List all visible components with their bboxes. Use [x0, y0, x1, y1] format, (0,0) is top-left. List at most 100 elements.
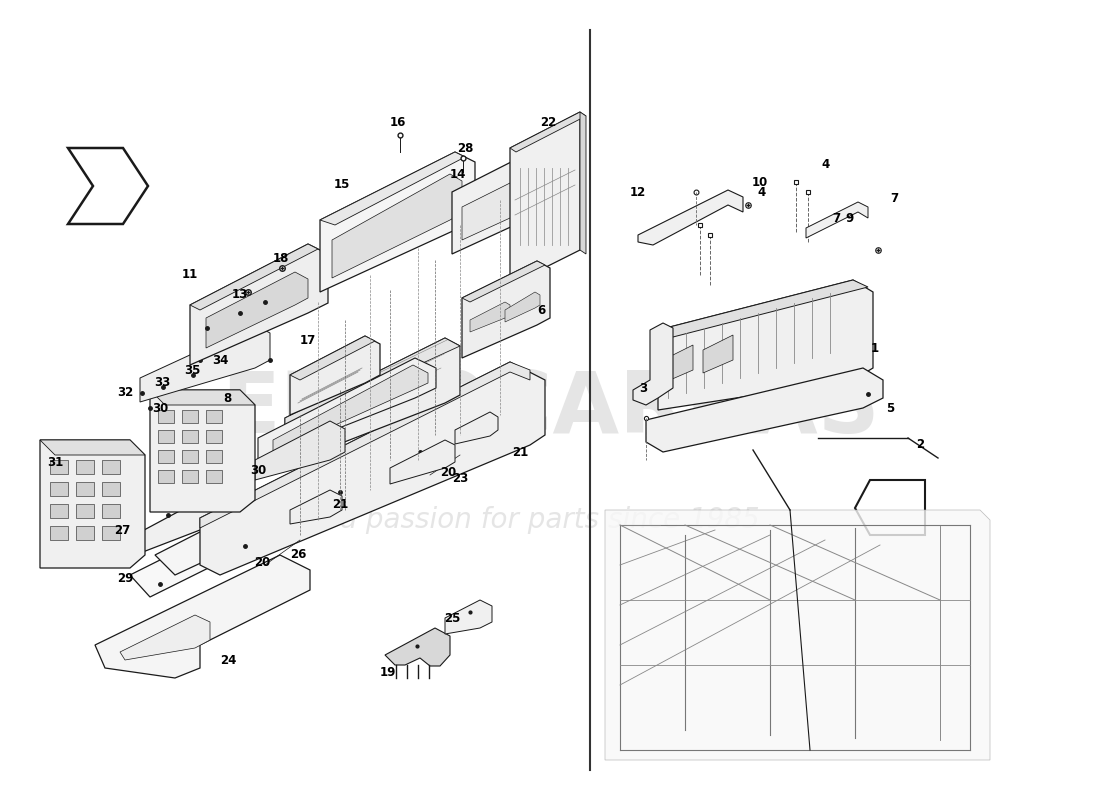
Text: 6: 6 — [537, 303, 546, 317]
Text: 15: 15 — [333, 178, 350, 191]
Text: 17: 17 — [300, 334, 316, 346]
Polygon shape — [158, 430, 174, 443]
Text: 27: 27 — [114, 523, 130, 537]
Text: 4: 4 — [822, 158, 830, 171]
Polygon shape — [200, 362, 530, 528]
Polygon shape — [200, 362, 544, 575]
Polygon shape — [320, 152, 465, 225]
Polygon shape — [182, 470, 198, 483]
Text: 30: 30 — [152, 402, 168, 414]
Text: 34: 34 — [212, 354, 228, 366]
Polygon shape — [150, 390, 255, 512]
Polygon shape — [190, 244, 318, 310]
Polygon shape — [320, 152, 475, 292]
Polygon shape — [462, 261, 550, 358]
Text: 14: 14 — [450, 169, 466, 182]
Text: 22: 22 — [540, 115, 557, 129]
Text: 2: 2 — [916, 438, 924, 451]
Polygon shape — [76, 460, 94, 474]
Text: 1: 1 — [871, 342, 879, 354]
Polygon shape — [285, 338, 460, 426]
Polygon shape — [182, 430, 198, 443]
Polygon shape — [605, 510, 990, 760]
Polygon shape — [290, 336, 375, 380]
Polygon shape — [102, 460, 120, 474]
Polygon shape — [462, 183, 518, 240]
Polygon shape — [510, 112, 580, 285]
Text: 11: 11 — [182, 269, 198, 282]
Polygon shape — [50, 526, 68, 540]
Polygon shape — [663, 345, 693, 383]
Polygon shape — [290, 336, 380, 415]
Text: 21: 21 — [512, 446, 528, 458]
Polygon shape — [285, 338, 460, 465]
Polygon shape — [118, 500, 214, 558]
Polygon shape — [332, 174, 462, 278]
Text: 31: 31 — [47, 455, 63, 469]
Polygon shape — [158, 470, 174, 483]
Polygon shape — [855, 480, 925, 535]
Text: EUROCARBAS: EUROCARBAS — [221, 369, 879, 451]
Polygon shape — [505, 292, 540, 322]
Text: 32: 32 — [117, 386, 133, 398]
Polygon shape — [273, 365, 428, 453]
Polygon shape — [76, 526, 94, 540]
Polygon shape — [455, 412, 498, 444]
Text: 35: 35 — [184, 363, 200, 377]
Text: 4: 4 — [758, 186, 766, 198]
Text: 13: 13 — [232, 289, 249, 302]
Text: 23: 23 — [452, 471, 469, 485]
Polygon shape — [646, 368, 883, 452]
Text: 20: 20 — [440, 466, 456, 478]
Polygon shape — [155, 440, 405, 575]
Polygon shape — [50, 482, 68, 496]
Polygon shape — [50, 460, 68, 474]
Polygon shape — [385, 628, 450, 666]
Polygon shape — [140, 325, 270, 402]
Polygon shape — [50, 504, 68, 518]
Polygon shape — [120, 615, 210, 660]
Text: 29: 29 — [117, 571, 133, 585]
Text: 24: 24 — [220, 654, 236, 666]
Text: 16: 16 — [389, 115, 406, 129]
Polygon shape — [446, 600, 492, 634]
Text: 25: 25 — [443, 611, 460, 625]
Polygon shape — [95, 555, 310, 678]
Polygon shape — [190, 244, 328, 365]
Polygon shape — [452, 160, 528, 254]
Polygon shape — [182, 410, 198, 423]
Polygon shape — [658, 280, 873, 410]
Polygon shape — [68, 148, 148, 224]
Text: 12: 12 — [630, 186, 646, 198]
Polygon shape — [102, 504, 120, 518]
Text: 26: 26 — [289, 549, 306, 562]
Polygon shape — [76, 504, 94, 518]
Text: 19: 19 — [379, 666, 396, 678]
Text: 10: 10 — [752, 175, 768, 189]
Polygon shape — [632, 323, 673, 405]
Polygon shape — [290, 490, 342, 524]
Polygon shape — [258, 358, 436, 460]
Text: 9: 9 — [846, 211, 854, 225]
Polygon shape — [206, 450, 222, 463]
Text: 8: 8 — [223, 391, 231, 405]
Text: 5: 5 — [886, 402, 894, 414]
Polygon shape — [703, 335, 733, 373]
Text: 21: 21 — [332, 498, 348, 511]
Polygon shape — [102, 526, 120, 540]
Polygon shape — [390, 440, 455, 484]
Text: 7: 7 — [832, 211, 840, 225]
Polygon shape — [150, 390, 255, 405]
Text: a passion for parts since 1985: a passion for parts since 1985 — [340, 506, 760, 534]
Text: 28: 28 — [456, 142, 473, 154]
Polygon shape — [40, 440, 145, 568]
Polygon shape — [206, 470, 222, 483]
Polygon shape — [580, 112, 586, 254]
Text: 30: 30 — [250, 463, 266, 477]
Polygon shape — [206, 272, 308, 348]
Text: 18: 18 — [273, 251, 289, 265]
Polygon shape — [130, 485, 336, 597]
Text: 20: 20 — [254, 555, 271, 569]
Text: 33: 33 — [154, 375, 170, 389]
Polygon shape — [638, 190, 743, 245]
